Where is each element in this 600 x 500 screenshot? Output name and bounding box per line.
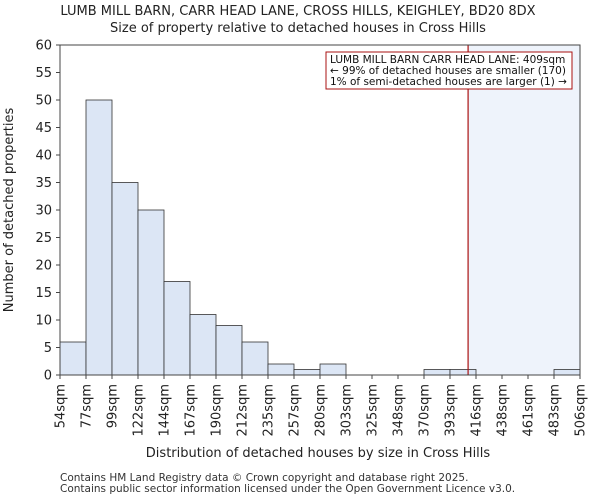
x-tick-label: 325sqm (366, 384, 381, 437)
y-tick-label: 35 (35, 176, 52, 191)
x-tick-label: 190sqm (210, 384, 225, 437)
x-tick-label: 54sqm (54, 384, 69, 428)
x-tick-label: 393sqm (444, 384, 459, 437)
chart-title: LUMB MILL BARN, CARR HEAD LANE, CROSS HI… (60, 4, 535, 19)
x-tick-label: 99sqm (106, 384, 121, 428)
x-tick-label: 461sqm (522, 384, 537, 437)
bar-77sqm (85, 99, 113, 376)
x-tick-label: 416sqm (470, 384, 485, 437)
annotation-line-3: 1% of semi-detached houses are larger (1… (330, 76, 567, 88)
y-tick-label: 25 (35, 231, 52, 246)
x-axis-title: Distribution of detached houses by size … (146, 446, 491, 461)
annotation-box: LUMB MILL BARN CARR HEAD LANE: 409sqm ← … (325, 51, 573, 90)
x-tick-label: 348sqm (392, 384, 407, 437)
bar-212sqm (241, 341, 269, 376)
x-tick-label: 167sqm (184, 384, 199, 437)
x-tick-label: 506sqm (574, 384, 589, 437)
y-tick-label: 15 (35, 286, 52, 301)
bar-483sqm (553, 369, 581, 376)
x-tick-label: 77sqm (80, 384, 95, 428)
bar-122sqm (137, 209, 165, 376)
y-axis-title: Number of detached properties (2, 108, 17, 313)
bar-190sqm (215, 325, 243, 376)
y-tick-label: 40 (35, 149, 52, 164)
y-tick-label: 30 (35, 204, 52, 219)
x-tick-label: 280sqm (314, 384, 329, 437)
chart-subtitle: Size of property relative to detached ho… (110, 21, 486, 36)
bar-370sqm (423, 369, 451, 376)
bar-167sqm (189, 314, 217, 376)
y-tick-label: 10 (35, 314, 52, 329)
footer-line-2: Contains public sector information licen… (60, 483, 516, 495)
footer: Contains HM Land Registry data © Crown c… (60, 473, 515, 495)
footer-line-1: Contains HM Land Registry data © Crown c… (60, 472, 469, 484)
x-tick-label: 235sqm (262, 384, 277, 437)
y-tick-label: 20 (35, 259, 52, 274)
bar-144sqm (163, 281, 191, 376)
y-tick-label: 45 (35, 121, 52, 136)
y-tick-label: 5 (44, 341, 52, 356)
y-tick-label: 60 (35, 39, 52, 54)
bar-393sqm (449, 369, 477, 376)
bar-235sqm (267, 363, 295, 376)
x-tick-label: 144sqm (158, 384, 173, 437)
x-tick-label: 122sqm (132, 384, 147, 437)
annotation-line-1: LUMB MILL BARN CARR HEAD LANE: 409sqm (330, 54, 565, 66)
x-tick-label: 303sqm (340, 384, 355, 437)
bar-280sqm (319, 363, 347, 376)
x-tick-label: 212sqm (236, 384, 251, 437)
bar-257sqm (293, 369, 321, 376)
plot-frame (59, 44, 581, 376)
x-tick-label: 370sqm (418, 384, 433, 437)
highlight-region (468, 45, 580, 375)
x-tick-label: 483sqm (548, 384, 563, 437)
bar-54sqm (59, 341, 87, 376)
x-tick-label: 438sqm (496, 384, 511, 437)
y-tick-label: 50 (35, 94, 52, 109)
x-tick-label: 257sqm (288, 384, 303, 437)
annotation-line-2: ← 99% of detached houses are smaller (17… (330, 65, 566, 77)
y-tick-label: 0 (44, 369, 52, 384)
y-tick-label: 55 (35, 66, 52, 81)
bar-99sqm (111, 182, 139, 376)
